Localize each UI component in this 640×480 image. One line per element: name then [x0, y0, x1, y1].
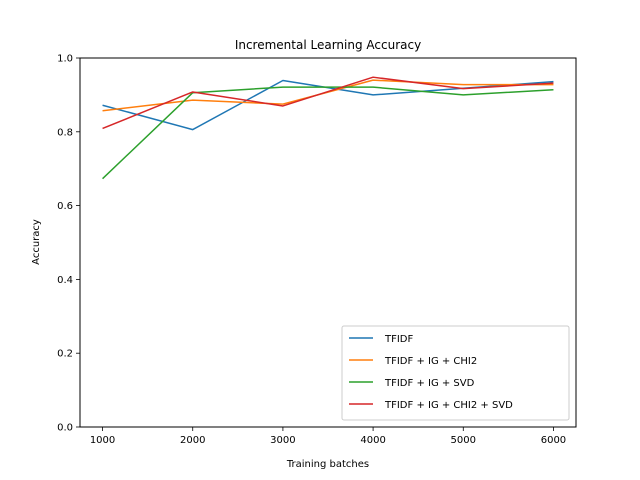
plot-area [102, 76, 554, 180]
chart-title: Incremental Learning Accuracy [235, 38, 421, 52]
y-tick-label: 0.6 [57, 201, 73, 212]
series-line-2 [102, 79, 554, 112]
x-tick-label: 4000 [360, 435, 385, 446]
legend: TFIDF TFIDF + IG + CHI2 TFIDF + IG + SVD TF… [341, 325, 570, 421]
y-tick-label: 0.2 [57, 349, 73, 360]
legend-label: TFIDF + IG + CHI2 + SVD [384, 400, 513, 411]
x-tick-label: 5000 [451, 435, 476, 446]
x-tick-label: 2000 [180, 435, 205, 446]
y-tick-label: 0.4 [57, 275, 73, 286]
x-tick-label: 6000 [541, 435, 566, 446]
series-line-3 [102, 86, 554, 180]
y-axis: 0.0 0.2 0.4 0.6 0.8 1.0 [57, 54, 80, 434]
x-axis-label: Training batches [286, 459, 369, 470]
plot-frame [79, 57, 577, 428]
legend-box [341, 325, 570, 421]
legend-label: TFIDF + IG + SVD [384, 378, 475, 389]
y-tick-label: 0.0 [57, 423, 73, 434]
y-axis-label: Accuracy [31, 219, 42, 265]
x-tick-label: 3000 [270, 435, 295, 446]
legend-label: TFIDF + IG + CHI2 [384, 356, 477, 367]
x-tick-label: 1000 [90, 435, 115, 446]
y-tick-label: 0.8 [57, 127, 73, 138]
y-tick-label: 1.0 [57, 54, 73, 65]
series-line-4 [102, 76, 554, 130]
x-axis: 1000 2000 3000 4000 5000 6000 [90, 427, 566, 446]
legend-label: TFIDF [384, 334, 414, 345]
